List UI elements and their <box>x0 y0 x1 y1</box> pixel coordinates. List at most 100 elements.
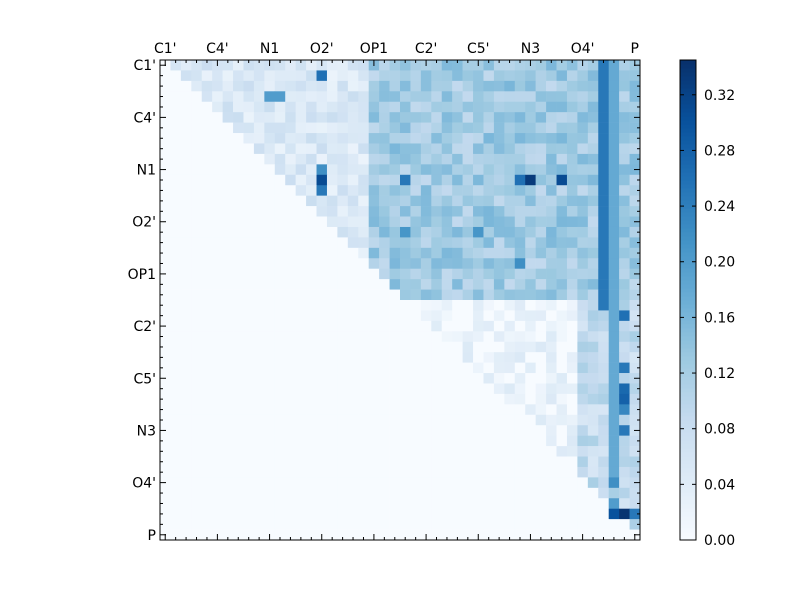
heatmap-cell <box>493 289 505 301</box>
heatmap-cell <box>535 456 547 468</box>
heatmap-cell <box>420 320 432 332</box>
heatmap-cell <box>514 498 526 509</box>
heatmap-cell <box>264 508 276 520</box>
heatmap-cell <box>160 237 171 249</box>
heatmap-cell <box>420 498 432 509</box>
heatmap-cell <box>535 216 547 228</box>
heatmap-cell <box>420 425 432 436</box>
heatmap-cell <box>410 143 422 155</box>
heatmap-cell <box>462 279 474 290</box>
heatmap-cell <box>608 446 620 457</box>
colorbar: 0.000.040.080.120.160.200.240.280.32 <box>679 59 735 549</box>
heatmap-cell <box>504 206 516 217</box>
heatmap-cell <box>347 477 359 489</box>
heatmap-cell <box>473 373 484 384</box>
heatmap-cell <box>295 362 307 374</box>
heatmap-cell <box>389 164 401 176</box>
heatmap-cell <box>191 508 203 520</box>
heatmap-cell <box>285 258 296 269</box>
heatmap-cell <box>483 174 495 186</box>
heatmap-cell <box>170 508 182 520</box>
heatmap-cell <box>264 435 276 447</box>
heatmap-cell <box>431 498 443 509</box>
heatmap-cell <box>389 331 401 343</box>
heatmap-cell <box>452 519 463 530</box>
heatmap-cell <box>337 226 349 238</box>
heatmap-cell <box>483 112 495 123</box>
heatmap-cell <box>514 247 526 259</box>
heatmap-cell <box>326 60 338 71</box>
heatmap-cell <box>264 341 276 353</box>
heatmap-cell <box>180 101 192 113</box>
heatmap-cell <box>619 508 630 520</box>
heatmap-cell <box>514 60 526 71</box>
heatmap-cell <box>201 310 213 322</box>
heatmap-cell <box>431 60 443 71</box>
heatmap-cell <box>598 446 609 457</box>
heatmap-cell <box>253 362 265 374</box>
heatmap-cell <box>358 508 369 520</box>
heatmap-cell <box>191 404 203 416</box>
heatmap-cell <box>514 425 526 436</box>
heatmap-cell <box>473 404 484 416</box>
heatmap-cell <box>389 310 401 322</box>
heatmap-cell <box>587 195 599 207</box>
heatmap-cell <box>483 508 495 520</box>
heatmap-cell <box>462 466 474 478</box>
heatmap-cell <box>629 226 641 238</box>
colorbar-segment <box>680 288 696 293</box>
heatmap-cell <box>222 362 234 374</box>
heatmap-cell <box>306 373 317 384</box>
heatmap-cell <box>514 373 526 384</box>
heatmap-cell <box>619 289 630 301</box>
heatmap-cell <box>556 101 568 113</box>
heatmap-cell <box>556 456 568 468</box>
heatmap-cell <box>264 477 276 489</box>
heatmap-cell <box>462 456 474 468</box>
heatmap-cell <box>326 289 338 301</box>
heatmap-cell <box>160 331 171 343</box>
heatmap-cell <box>420 300 432 311</box>
heatmap-cell <box>316 435 328 447</box>
heatmap-cell <box>431 529 443 541</box>
heatmap-cell <box>243 446 255 457</box>
heatmap-cell <box>337 487 349 499</box>
heatmap-cell <box>452 268 463 280</box>
heatmap-cell <box>400 153 411 165</box>
heatmap-cell <box>264 216 276 228</box>
heatmap-cell <box>629 362 641 374</box>
colorbar-segment <box>680 140 696 145</box>
heatmap-cell <box>493 279 505 290</box>
heatmap-cell <box>316 216 328 228</box>
heatmap-cell <box>546 101 557 113</box>
heatmap-cell <box>212 289 223 301</box>
heatmap-cell <box>191 362 203 374</box>
heatmap-cell <box>431 153 443 165</box>
heatmap-cell <box>358 456 369 468</box>
colorbar-segment <box>680 428 696 433</box>
colorbar-segment <box>680 488 696 493</box>
heatmap-cell <box>160 393 171 405</box>
heatmap-cell <box>566 341 578 353</box>
heatmap-cell <box>587 498 599 509</box>
heatmap-cell <box>598 404 609 416</box>
heatmap-cell <box>170 206 182 217</box>
heatmap-cell <box>295 174 307 186</box>
heatmap-cell <box>587 393 599 405</box>
heatmap-cell <box>462 143 474 155</box>
heatmap-cell <box>525 164 536 176</box>
heatmap-cell <box>316 122 328 134</box>
heatmap-cell <box>264 279 276 290</box>
heatmap-cell <box>160 206 171 217</box>
heatmap-cell <box>306 310 317 322</box>
heatmap-cell <box>535 174 547 186</box>
heatmap-cell <box>400 446 411 457</box>
heatmap-cell <box>316 393 328 405</box>
heatmap-cell <box>264 393 276 405</box>
heatmap-cell <box>525 383 536 395</box>
heatmap-cell <box>514 393 526 405</box>
heatmap-cell <box>222 456 234 468</box>
heatmap-cell <box>483 133 495 144</box>
heatmap-cell <box>285 206 296 217</box>
heatmap-cell <box>379 101 390 113</box>
